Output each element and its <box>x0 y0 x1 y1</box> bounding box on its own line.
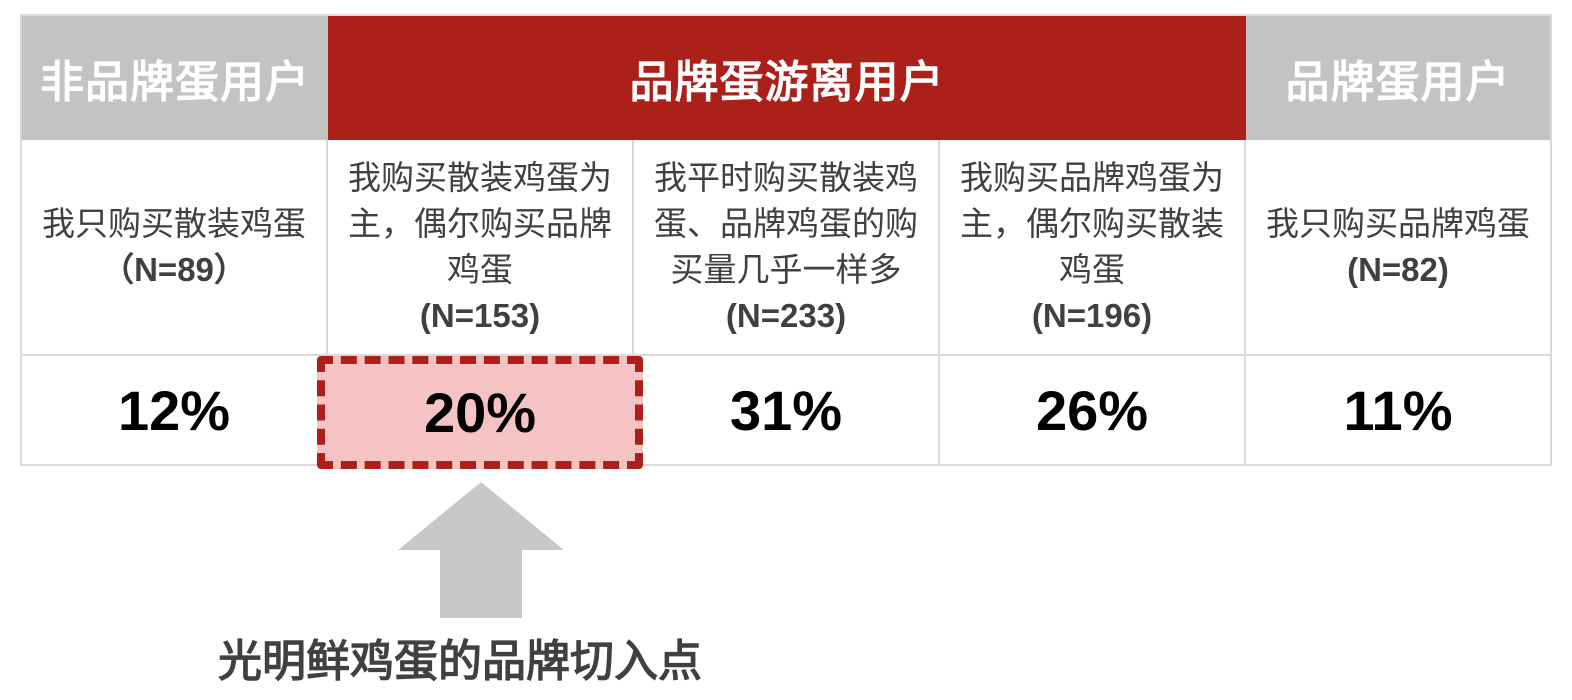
entry-point-caption: 光明鲜鸡蛋的品牌切入点 <box>218 636 702 687</box>
desc-line: 鸡蛋 <box>1059 250 1125 289</box>
desc-line: 主，偶尔购买品牌 <box>348 204 612 243</box>
header-wandering-users: 品牌蛋游离用户 <box>328 16 1246 140</box>
segment-value-1: 12% <box>22 356 328 464</box>
desc-line: 我只购买散装鸡蛋 <box>42 204 306 243</box>
sample-size: （N=89） <box>101 251 247 288</box>
highlighted-segment-value: 20% <box>317 356 643 469</box>
sample-size: (N=82) <box>1347 251 1449 288</box>
sample-size: (N=153) <box>419 297 541 334</box>
up-arrow-icon <box>398 482 564 618</box>
segment-desc-3: 我平时购买散装鸡 蛋、品牌鸡蛋的购 买量几乎一样多 (N=233) <box>634 140 940 356</box>
desc-line: 买量几乎一样多 <box>670 250 902 289</box>
segment-table: 非品牌蛋用户 品牌蛋游离用户 品牌蛋用户 我只购买散装鸡蛋 （N=89） 我购买… <box>20 14 1552 466</box>
segment-value-3: 31% <box>634 356 940 464</box>
desc-line: 主，偶尔购买散装 <box>960 204 1224 243</box>
desc-line: 鸡蛋 <box>447 250 513 289</box>
segment-desc-5: 我只购买品牌鸡蛋 (N=82) <box>1246 140 1550 356</box>
desc-line: 我购买品牌鸡蛋为 <box>960 158 1224 197</box>
segment-value-5: 11% <box>1343 378 1453 442</box>
segment-desc-1: 我只购买散装鸡蛋 （N=89） <box>22 140 328 356</box>
desc-line: 蛋、品牌鸡蛋的购 <box>654 204 918 243</box>
desc-line: 我平时购买散装鸡 <box>654 158 918 197</box>
header-brand-users: 品牌蛋用户 <box>1246 16 1550 140</box>
header-non-brand-users: 非品牌蛋用户 <box>22 16 328 140</box>
segment-desc-2: 我购买散装鸡蛋为 主，偶尔购买品牌 鸡蛋 (N=153) <box>328 140 634 356</box>
sample-size: (N=196) <box>1031 297 1153 334</box>
desc-line: 我购买散装鸡蛋为 <box>348 158 612 197</box>
segment-value-4: 26% <box>940 356 1246 464</box>
desc-line: 我只购买品牌鸡蛋 <box>1266 204 1530 243</box>
sample-size: (N=233) <box>725 297 847 334</box>
segment-desc-4: 我购买品牌鸡蛋为 主，偶尔购买散装 鸡蛋 (N=196) <box>940 140 1246 356</box>
